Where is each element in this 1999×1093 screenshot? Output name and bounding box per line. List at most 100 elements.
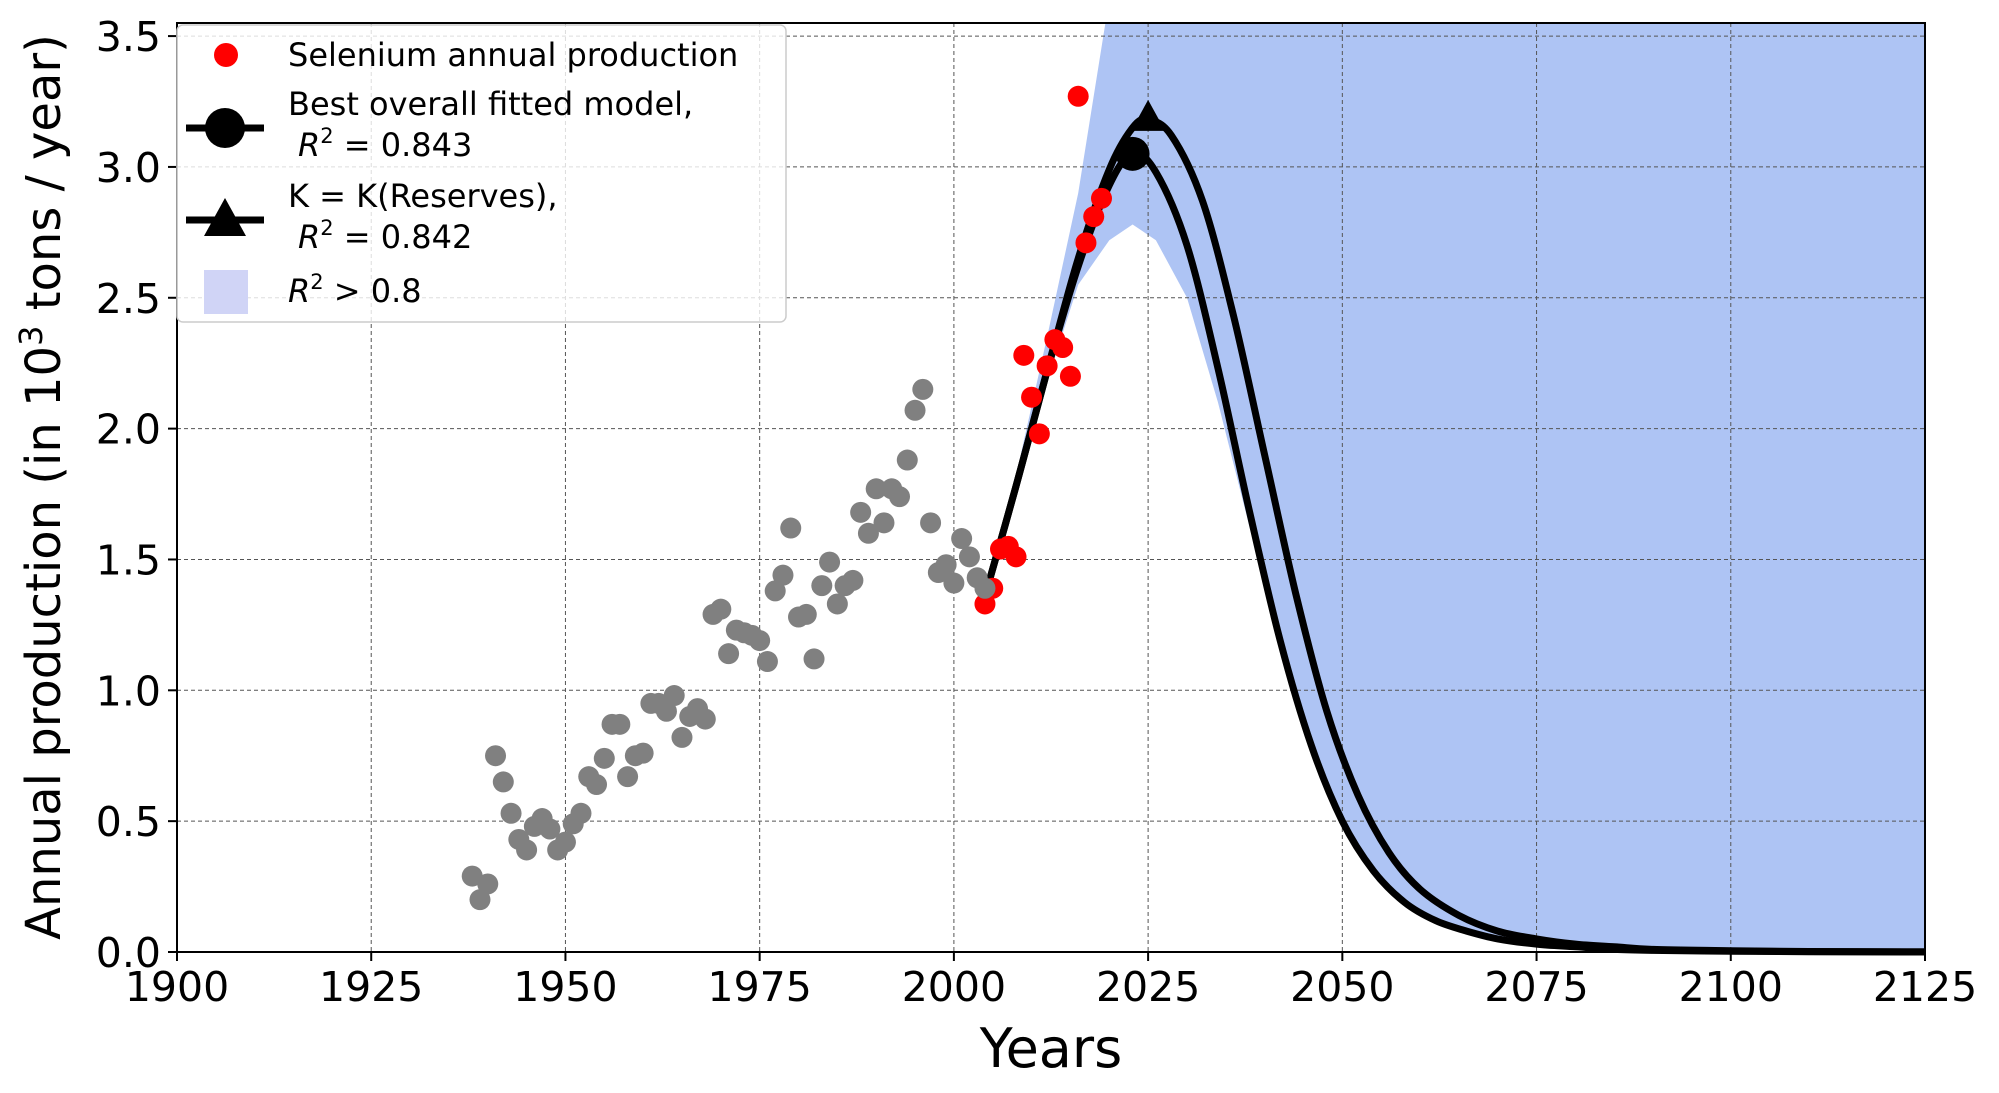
- historic-point: [485, 745, 507, 767]
- historic-point: [943, 572, 965, 594]
- y-tick-label: 3.5: [96, 13, 161, 61]
- production-point: [1013, 344, 1035, 366]
- historic-point: [865, 478, 887, 500]
- historic-point: [826, 593, 848, 615]
- legend-r2-best-model: R2 = 0.843: [298, 124, 472, 164]
- historic-point: [671, 726, 693, 748]
- axes-layer: 1900 1925 1950 1975 2000 2025 2050 2075 2100 2125…: [96, 13, 1977, 1011]
- r2-symbol: R: [298, 126, 320, 164]
- x-tick-label: 2000: [902, 963, 1006, 1011]
- historic-point: [500, 802, 522, 824]
- historic-point: [811, 575, 833, 597]
- y-tick-label: 1.0: [96, 667, 161, 715]
- historic-point: [492, 771, 514, 793]
- historic-point: [632, 742, 654, 764]
- historic-point: [850, 501, 872, 523]
- production-point: [974, 593, 996, 615]
- production-point: [1021, 386, 1043, 408]
- historic-point: [609, 713, 631, 735]
- historic-point: [889, 486, 911, 508]
- y-tick-label: 2.5: [96, 275, 161, 323]
- historic-point: [655, 700, 677, 722]
- r2-value: = 0.843: [334, 126, 473, 164]
- legend-label-observed: Selenium annual production: [288, 36, 738, 74]
- reserves-model-peak-marker: [1131, 99, 1166, 131]
- x-tick-label: 2125: [1873, 963, 1977, 1011]
- historic-point: [896, 449, 918, 471]
- historic-point: [958, 546, 980, 568]
- historic-point: [756, 651, 778, 673]
- x-tick-label: 1950: [513, 963, 617, 1011]
- y-tick-label: 0.0: [96, 929, 161, 977]
- historic-point: [477, 873, 499, 895]
- r2-exponent: 2: [320, 124, 333, 148]
- historic-point: [935, 554, 957, 576]
- production-point: [1075, 232, 1097, 254]
- data-points-layer: [461, 85, 1166, 911]
- legend: Selenium annual production Best overall …: [176, 24, 787, 323]
- r2-symbol: R: [298, 218, 320, 256]
- historic-point: [904, 399, 926, 421]
- historic-point: [912, 378, 934, 400]
- historic-point: [469, 889, 491, 911]
- legend-frame: [176, 24, 787, 323]
- legend-label-band: R2 > 0.8: [288, 270, 422, 310]
- y-axis-title-rest: tons / year): [16, 34, 72, 325]
- historic-point: [951, 528, 973, 550]
- y-tick-label: 2.0: [96, 406, 161, 454]
- historic-point: [803, 648, 825, 670]
- historic-point: [772, 564, 794, 586]
- historic-point: [663, 685, 685, 707]
- production-point: [1028, 423, 1050, 445]
- historic-point: [920, 512, 942, 534]
- x-tick-label: 2100: [1679, 963, 1783, 1011]
- production-point: [1005, 546, 1027, 568]
- y-axis-title: Annual production (in 103 tons / year): [12, 34, 72, 940]
- historic-point: [974, 577, 996, 599]
- historic-point: [718, 643, 740, 665]
- legend-label-reserves-model: K = K(Reserves),: [288, 177, 558, 215]
- y-axis-title-exponent: 3: [12, 326, 50, 346]
- r2-value: = 0.842: [334, 218, 473, 256]
- historic-point: [461, 865, 483, 887]
- r2-symbol: R: [288, 272, 310, 310]
- r2-exponent: 2: [320, 216, 333, 240]
- historic-point: [842, 569, 864, 591]
- production-point: [1090, 187, 1112, 209]
- historic-point: [795, 603, 817, 625]
- y-tick-label: 1.5: [96, 536, 161, 584]
- r2-value: > 0.8: [324, 272, 422, 310]
- x-axis-title: Years: [979, 1017, 1122, 1080]
- historic-point: [764, 580, 786, 602]
- production-point: [1083, 206, 1105, 228]
- legend-label-best-model: Best overall fitted model,: [288, 85, 693, 123]
- historic-point: [857, 522, 879, 544]
- production-point: [1067, 85, 1089, 107]
- historic-point: [749, 630, 771, 652]
- r2-exponent: 2: [310, 270, 323, 294]
- x-tick-label: 2025: [1096, 963, 1200, 1011]
- y-tick-label: 0.5: [96, 798, 161, 846]
- axes-frame: [176, 22, 1926, 953]
- production-point: [1036, 355, 1058, 377]
- historic-point: [819, 551, 841, 573]
- historic-point: [710, 598, 732, 620]
- historic-point: [617, 766, 639, 788]
- x-tick-label: 2075: [1484, 963, 1588, 1011]
- historic-point: [516, 839, 538, 861]
- legend-r2-reserves-model: R2 = 0.842: [298, 216, 472, 256]
- best-model-peak-marker: [1115, 136, 1150, 171]
- y-tick-label: 3.0: [96, 144, 161, 192]
- historic-point: [554, 831, 576, 853]
- historic-point: [873, 512, 895, 534]
- x-tick-label: 1900: [125, 963, 229, 1011]
- historic-point: [780, 517, 802, 539]
- historic-point: [694, 708, 716, 730]
- historic-point: [539, 818, 561, 840]
- production-point: [1052, 336, 1074, 358]
- historic-point: [593, 747, 615, 769]
- legend-triangle-icon: [204, 198, 246, 236]
- historic-point: [586, 774, 608, 796]
- legend-band-swatch: [204, 270, 248, 314]
